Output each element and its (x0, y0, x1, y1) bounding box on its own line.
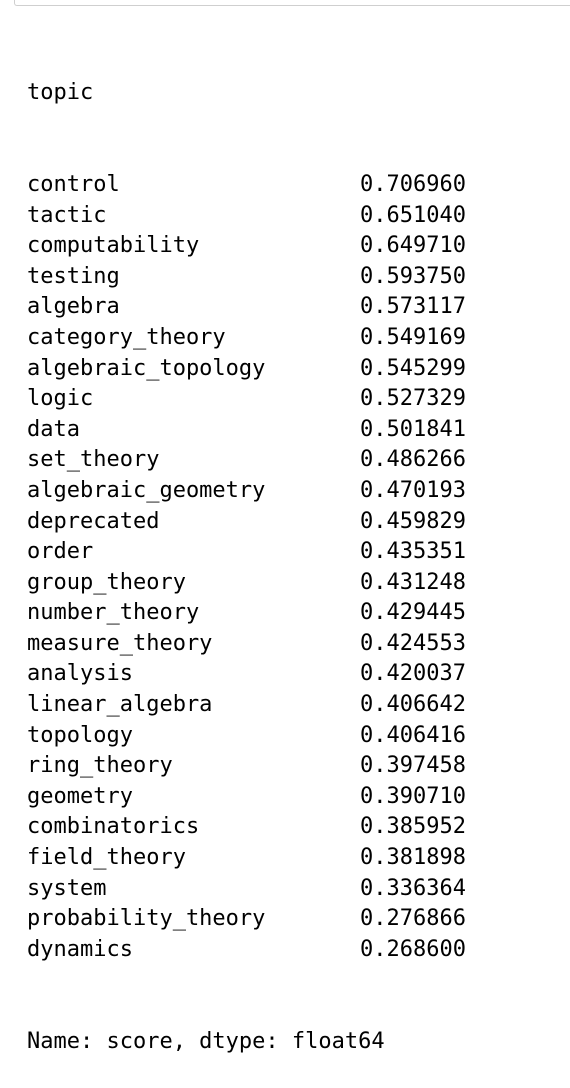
score-value: 0.593750 (360, 263, 466, 289)
topic-label: probability_theory (27, 906, 266, 932)
series-row: combinatorics 0.385952 (27, 812, 570, 843)
score-value: 0.545299 (360, 355, 466, 381)
score-value: 0.549169 (360, 324, 466, 350)
topic-label: measure_theory (27, 630, 213, 656)
series-row: logic 0.527329 (27, 384, 570, 415)
topic-label: analysis (27, 661, 133, 687)
score-value: 0.435351 (360, 539, 466, 565)
score-value: 0.527329 (360, 386, 466, 412)
score-value: 0.706960 (360, 171, 466, 197)
series-row: measure_theory 0.424553 (27, 629, 570, 660)
series-row: control 0.706960 (27, 170, 570, 201)
series-row: probability_theory 0.276866 (27, 904, 570, 935)
series-row: algebraic_geometry 0.470193 (27, 476, 570, 507)
topic-label: ring_theory (27, 753, 173, 779)
topic-label: algebra (27, 294, 120, 320)
series-footer: Name: score, dtype: float64 (27, 1028, 385, 1054)
score-value: 0.649710 (360, 233, 466, 259)
topic-label: data (27, 416, 80, 442)
score-value: 0.406642 (360, 692, 466, 718)
topic-label: computability (27, 233, 200, 259)
series-row: algebraic_topology 0.545299 (27, 354, 570, 385)
series-row: group_theory 0.431248 (27, 568, 570, 599)
score-value: 0.385952 (360, 814, 466, 840)
score-value: 0.431248 (360, 569, 466, 595)
topic-label: tactic (27, 202, 107, 228)
output-cell-border (14, 0, 570, 6)
score-value: 0.459829 (360, 508, 466, 534)
topic-label: topology (27, 722, 133, 748)
series-row: testing 0.593750 (27, 262, 570, 293)
series-row: tactic 0.651040 (27, 201, 570, 232)
topic-label: geometry (27, 783, 133, 809)
series-row: linear_algebra 0.406642 (27, 690, 570, 721)
score-value: 0.276866 (360, 906, 466, 932)
score-value: 0.470193 (360, 477, 466, 503)
score-value: 0.406416 (360, 722, 466, 748)
series-rows: control 0.706960 tactic 0.651040 computabili… (27, 170, 570, 965)
topic-label: logic (27, 386, 94, 412)
score-value: 0.486266 (360, 447, 466, 473)
topic-label: set_theory (27, 447, 160, 473)
series-row: set_theory 0.486266 (27, 445, 570, 476)
topic-label: control (27, 171, 120, 197)
topic-label: number_theory (27, 600, 200, 626)
score-value: 0.397458 (360, 753, 466, 779)
score-value: 0.424553 (360, 630, 466, 656)
series-row: order 0.435351 (27, 537, 570, 568)
topic-label: category_theory (27, 324, 226, 350)
series-row: analysis 0.420037 (27, 659, 570, 690)
score-value: 0.268600 (360, 936, 466, 962)
series-row: data 0.501841 (27, 415, 570, 446)
topic-label: algebraic_topology (27, 355, 266, 381)
series-row: system 0.336364 (27, 874, 570, 905)
score-value: 0.573117 (360, 294, 466, 320)
output-prompt-marker: : (0, 22, 4, 42)
topic-label: algebraic_geometry (27, 477, 266, 503)
topic-label: linear_algebra (27, 692, 213, 718)
index-name-header: topic (27, 78, 570, 109)
score-value: 0.429445 (360, 600, 466, 626)
score-value: 0.651040 (360, 202, 466, 228)
topic-label: testing (27, 263, 120, 289)
topic-label: combinatorics (27, 814, 200, 840)
index-name-label: topic (27, 80, 94, 106)
series-row: category_theory 0.549169 (27, 323, 570, 354)
series-row: deprecated 0.459829 (27, 507, 570, 538)
topic-label: dynamics (27, 936, 133, 962)
topic-label: deprecated (27, 508, 160, 534)
series-row: computability 0.649710 (27, 231, 570, 262)
score-value: 0.336364 (360, 875, 466, 901)
score-value: 0.420037 (360, 661, 466, 687)
series-row: dynamics 0.268600 (27, 935, 570, 966)
topic-label: field_theory (27, 845, 186, 871)
series-row: ring_theory 0.397458 (27, 751, 570, 782)
series-output: topic control 0.706960 tactic 0.651040 compu… (27, 17, 570, 1088)
score-value: 0.390710 (360, 783, 466, 809)
series-row: algebra 0.573117 (27, 292, 570, 323)
series-row: topology 0.406416 (27, 721, 570, 752)
score-value: 0.501841 (360, 416, 466, 442)
series-row: number_theory 0.429445 (27, 598, 570, 629)
series-row: geometry 0.390710 (27, 782, 570, 813)
topic-label: order (27, 539, 94, 565)
topic-label: system (27, 875, 107, 901)
series-row: field_theory 0.381898 (27, 843, 570, 874)
topic-label: group_theory (27, 569, 186, 595)
score-value: 0.381898 (360, 845, 466, 871)
